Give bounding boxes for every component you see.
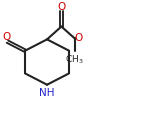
Text: NH: NH bbox=[39, 88, 55, 98]
Text: O: O bbox=[57, 2, 66, 12]
Text: O: O bbox=[75, 33, 83, 43]
Text: O: O bbox=[2, 32, 10, 42]
Text: CH$_3$: CH$_3$ bbox=[65, 53, 84, 66]
